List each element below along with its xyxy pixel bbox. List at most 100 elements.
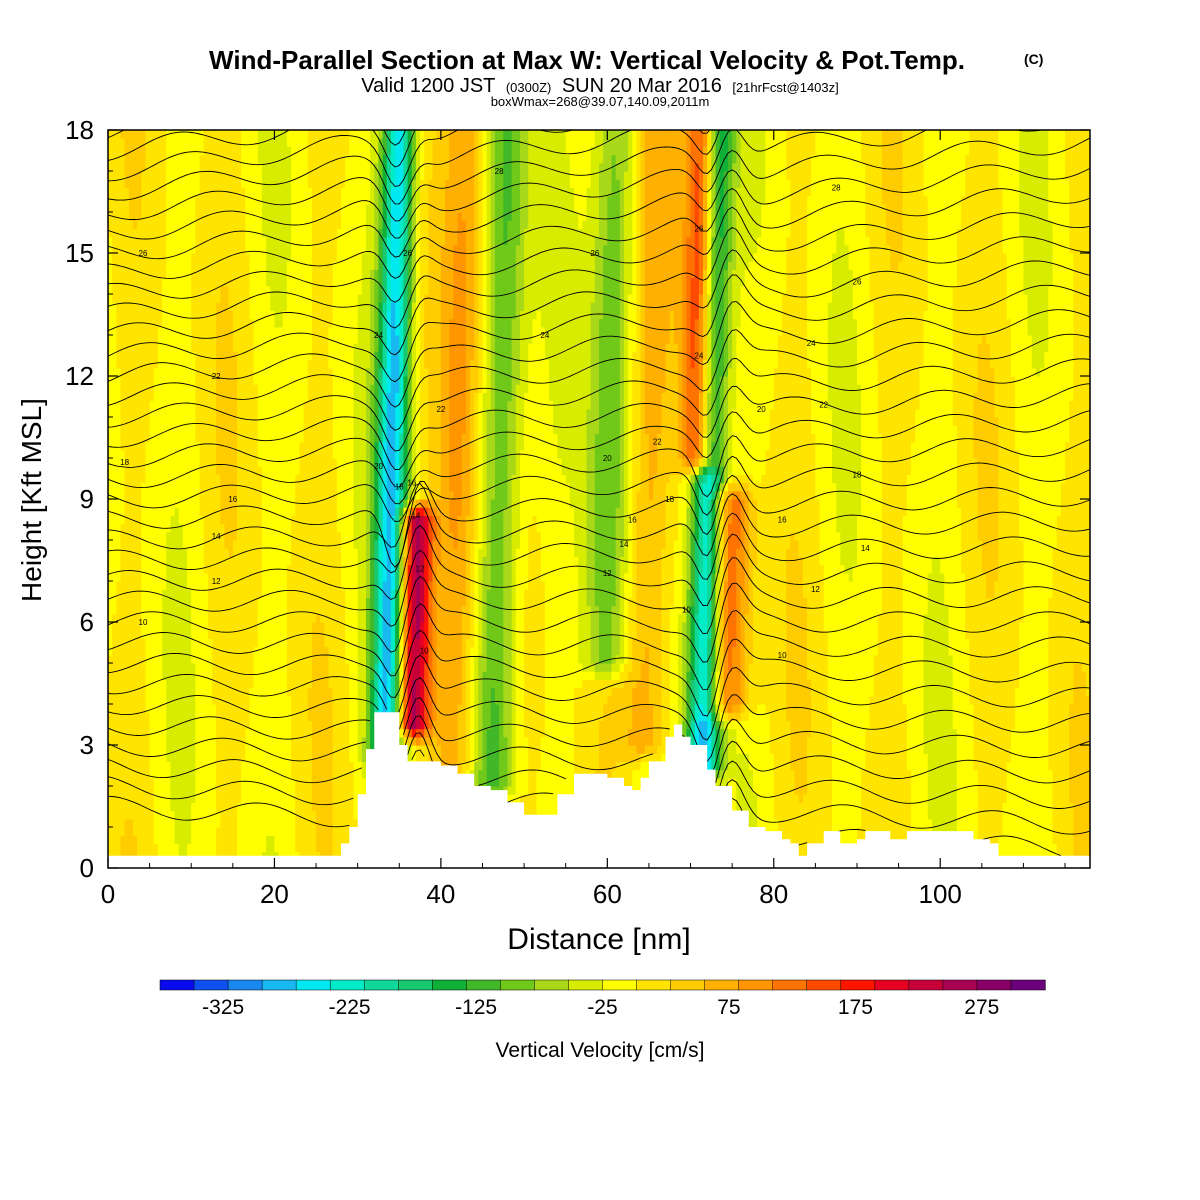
velocity-cell xyxy=(153,597,159,607)
velocity-cell xyxy=(249,802,255,812)
velocity-cell xyxy=(270,794,276,803)
velocity-cell xyxy=(108,769,113,779)
velocity-cell xyxy=(295,417,301,426)
velocity-cell xyxy=(295,253,301,262)
velocity-cell xyxy=(112,810,117,820)
velocity-cell xyxy=(137,679,142,689)
velocity-cell xyxy=(187,417,192,426)
velocity-cell xyxy=(307,818,313,828)
velocity-cell xyxy=(207,359,213,369)
velocity-cell xyxy=(228,843,234,853)
velocity-cell xyxy=(241,326,246,336)
velocity-cell xyxy=(124,433,130,443)
velocity-cell xyxy=(224,359,230,369)
velocity-cell xyxy=(116,548,122,557)
velocity-cell xyxy=(162,515,167,525)
velocity-cell xyxy=(145,244,151,254)
velocity-cell xyxy=(149,671,155,680)
velocity-cell xyxy=(261,843,267,853)
velocity-cell xyxy=(124,531,130,541)
velocity-cell xyxy=(137,433,142,443)
velocity-cell xyxy=(303,638,309,648)
velocity-cell xyxy=(199,663,205,672)
velocity-cell xyxy=(332,523,338,533)
velocity-cell xyxy=(153,154,159,164)
velocity-cell xyxy=(187,466,192,475)
velocity-cell xyxy=(212,835,217,844)
velocity-cell xyxy=(187,622,192,631)
velocity-cell xyxy=(282,294,288,303)
velocity-cell xyxy=(108,187,113,197)
velocity-cell xyxy=(307,187,313,197)
velocity-cell xyxy=(307,294,313,303)
velocity-cell xyxy=(299,277,305,287)
velocity-cell xyxy=(120,581,126,590)
velocity-cell xyxy=(162,531,167,541)
velocity-cell xyxy=(303,326,309,336)
velocity-cell xyxy=(178,220,184,229)
velocity-cell xyxy=(128,400,134,410)
velocity-cell xyxy=(295,400,301,410)
velocity-cell xyxy=(245,843,251,853)
velocity-cell xyxy=(108,367,113,377)
velocity-cell xyxy=(112,359,117,369)
velocity-cell xyxy=(182,769,188,779)
velocity-cell xyxy=(216,244,221,254)
velocity-cell xyxy=(203,695,209,705)
velocity-cell xyxy=(112,203,117,213)
velocity-cell xyxy=(157,589,163,598)
velocity-cell xyxy=(228,359,234,369)
velocity-cell xyxy=(278,171,284,180)
velocity-cell xyxy=(303,810,309,820)
velocity-cell xyxy=(203,769,209,779)
velocity-cell xyxy=(266,212,271,221)
velocity-cell xyxy=(128,335,134,344)
velocity-cell xyxy=(249,425,255,434)
velocity-cell xyxy=(232,761,238,771)
velocity-cell xyxy=(153,220,159,229)
velocity-cell xyxy=(149,220,155,229)
velocity-cell xyxy=(128,236,134,246)
velocity-cell xyxy=(128,261,134,270)
velocity-cell xyxy=(178,195,184,205)
velocity-cell xyxy=(270,482,276,492)
velocity-cell xyxy=(191,540,196,549)
velocity-cell xyxy=(307,351,313,361)
velocity-cell xyxy=(170,736,176,746)
velocity-cell xyxy=(199,712,205,721)
velocity-cell xyxy=(149,810,155,820)
velocity-cell xyxy=(128,679,134,689)
velocity-cell xyxy=(224,458,230,467)
velocity-cell xyxy=(162,203,167,213)
velocity-cell xyxy=(128,663,134,672)
velocity-cell xyxy=(132,261,138,270)
velocity-cell xyxy=(216,827,221,836)
velocity-cell xyxy=(257,581,263,590)
velocity-cell xyxy=(212,384,217,393)
velocity-cell xyxy=(174,712,180,721)
velocity-cell xyxy=(253,564,259,574)
velocity-cell xyxy=(303,613,309,623)
velocity-cell xyxy=(220,507,226,516)
velocity-cell xyxy=(245,318,251,328)
velocity-cell xyxy=(137,269,142,279)
velocity-cell xyxy=(195,777,201,787)
velocity-cell xyxy=(311,695,317,705)
velocity-cell xyxy=(145,564,151,574)
velocity-cell xyxy=(324,220,330,229)
velocity-cell xyxy=(149,130,155,139)
velocity-cell xyxy=(124,212,130,221)
velocity-cell xyxy=(320,384,325,393)
velocity-cell xyxy=(286,343,292,352)
velocity-cell xyxy=(291,294,296,303)
velocity-cell xyxy=(307,376,313,385)
velocity-cell xyxy=(286,269,292,279)
velocity-cell xyxy=(303,605,309,615)
velocity-cell xyxy=(303,212,309,221)
velocity-cell xyxy=(124,138,130,147)
velocity-cell xyxy=(299,171,305,180)
velocity-cell xyxy=(207,638,213,648)
velocity-cell xyxy=(286,253,292,262)
velocity-cell xyxy=(182,187,188,197)
velocity-cell xyxy=(286,212,292,221)
